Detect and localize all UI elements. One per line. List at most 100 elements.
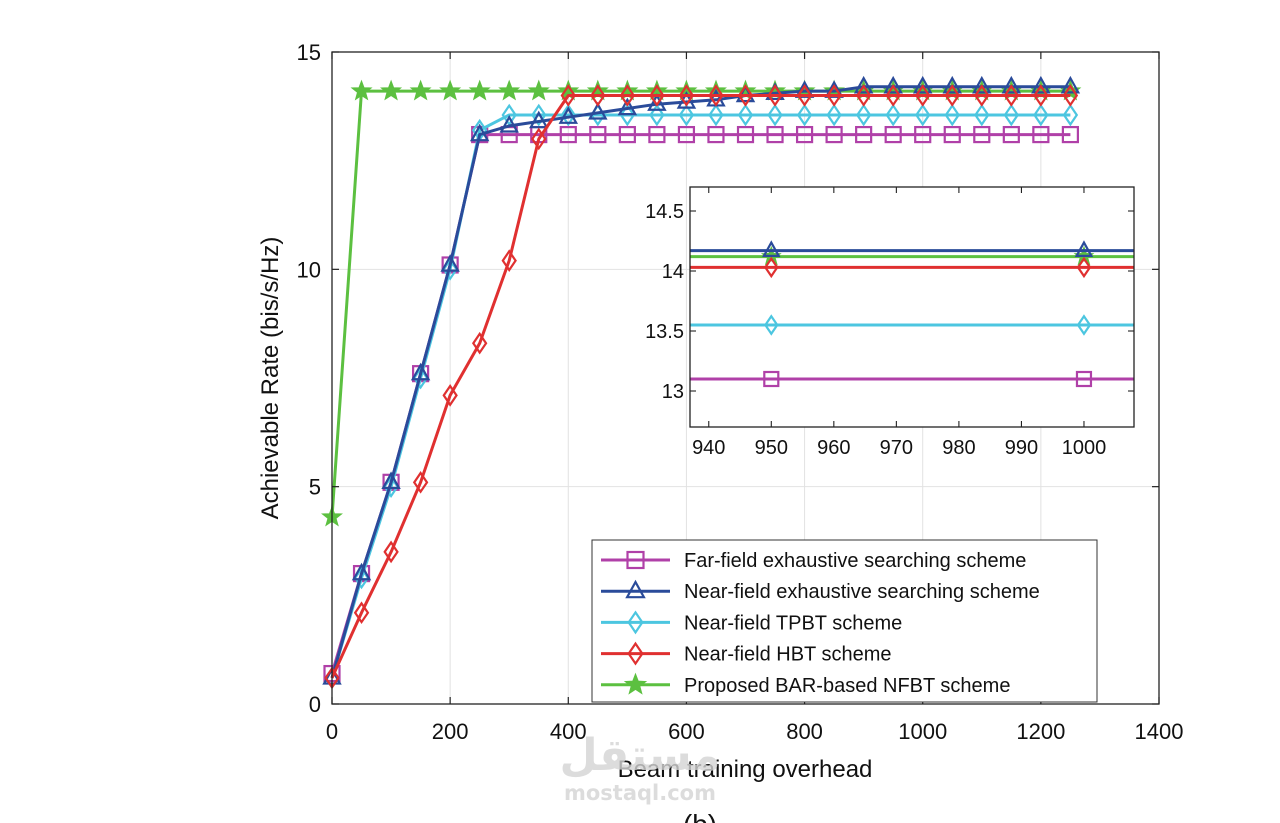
inset-series-1 xyxy=(690,240,1134,257)
series-near-field-exhaustive-searching-scheme-point xyxy=(529,110,549,129)
x-tick-label: 200 xyxy=(432,719,469,744)
series-near-field-hbt-scheme-point xyxy=(412,470,429,494)
legend: Far-field exhaustive searching scheme Nea… xyxy=(591,539,1098,703)
series-near-field-tpbt-scheme-point xyxy=(974,103,990,127)
series-proposed-bar-based-nfbt-scheme-point xyxy=(409,79,432,101)
series-proposed-bar-based-nfbt-scheme-point xyxy=(439,79,462,101)
legend-label: Near-field HBT scheme xyxy=(684,644,891,666)
series-near-field-hbt-scheme-point xyxy=(560,84,576,107)
series-far-field-exhaustive-searching-scheme-point xyxy=(825,125,843,144)
series-near-field-tpbt-scheme-point xyxy=(826,103,842,127)
series-near-field-hbt-scheme-point xyxy=(1033,84,1049,107)
inset-x-tick-label: 970 xyxy=(880,437,913,459)
inset-ticks: 940 950 960 970 980 990 1000 13 13.5 14 14.5 xyxy=(645,187,1134,459)
series-far-field-exhaustive-searching-scheme-point xyxy=(589,125,607,144)
series-far-field-exhaustive-searching-scheme-point xyxy=(736,125,755,144)
watermark-arabic: مستقل xyxy=(560,730,721,781)
series-near-field-exhaustive-searching-scheme-point xyxy=(647,93,667,111)
series-near-field-hbt-scheme-point xyxy=(619,84,636,107)
series-near-field-exhaustive-searching-scheme-point xyxy=(499,114,519,133)
legend-swatch-marker xyxy=(626,550,645,570)
inset-y-tick-label: 13 xyxy=(662,381,684,403)
watermark-latin: mostaql.com xyxy=(564,781,716,805)
series-near-field-tpbt-scheme-point xyxy=(915,103,931,127)
inset-x-tick-label: 990 xyxy=(1005,437,1038,459)
inset-x-tick-label: 950 xyxy=(755,437,788,459)
series-near-field-exhaustive-searching-scheme-point xyxy=(469,123,490,142)
inset-series-2 xyxy=(690,314,1134,336)
y-axis-label: Achievable Rate (bis/s/Hz) xyxy=(257,237,284,520)
x-tick-label: 0 xyxy=(326,719,338,744)
series-near-field-exhaustive-searching-scheme-point xyxy=(912,75,933,94)
x-axis-label: Beam training overhead xyxy=(618,756,873,783)
inset-plot: 940 950 960 970 980 990 1000 13 13.5 14 14.5 xyxy=(645,186,1135,459)
series-near-field-exhaustive-searching-scheme-point xyxy=(558,106,579,124)
series-near-field-hbt-scheme-point xyxy=(855,84,872,107)
series-near-field-hbt-scheme-point xyxy=(678,84,695,107)
series-near-field-exhaustive-searching-scheme xyxy=(322,75,1081,685)
series-far-field-exhaustive-searching-scheme-point xyxy=(884,125,902,144)
series-near-field-exhaustive-searching-scheme-point xyxy=(1031,75,1051,94)
series-proposed-bar-based-nfbt-scheme-point xyxy=(468,79,491,101)
inset-series-3-point xyxy=(1076,256,1092,279)
inset-series-1-point xyxy=(762,240,781,257)
series-near-field-hbt-scheme-point xyxy=(1003,84,1020,107)
series-near-field-hbt-scheme-point xyxy=(796,84,813,107)
series-near-field-tpbt-scheme-point xyxy=(855,103,872,127)
series-near-field-tpbt-scheme-point xyxy=(678,103,695,127)
series-near-field-tpbt-scheme-point xyxy=(560,103,576,127)
series-proposed-bar-based-nfbt-scheme-point xyxy=(527,79,550,101)
x-tick-label: 1400 xyxy=(1135,719,1184,744)
inset-series-0-point xyxy=(1075,370,1093,388)
legend-swatch-marker xyxy=(623,672,648,695)
series-near-field-tpbt-scheme-point xyxy=(619,103,636,127)
x-tick-label: 400 xyxy=(550,719,587,744)
series-near-field-hbt-scheme-point xyxy=(1062,84,1079,107)
series-near-field-hbt-scheme-point xyxy=(501,249,517,272)
legend-swatch-marker xyxy=(627,610,644,635)
series-far-field-exhaustive-searching-scheme-point xyxy=(1002,125,1020,144)
inset-series-group xyxy=(690,240,1134,388)
series-near-field-hbt-scheme-point xyxy=(915,84,931,107)
series-near-field-exhaustive-searching-scheme-point xyxy=(617,97,638,116)
x-tick-label: 1200 xyxy=(1016,719,1065,744)
legend-item-near-field-tpbt-scheme: Near-field TPBT scheme xyxy=(601,610,902,635)
series-far-field-exhaustive-searching-scheme-point xyxy=(795,125,814,144)
main-plot-frame xyxy=(331,51,1160,705)
series-near-field-tpbt-scheme-point xyxy=(708,103,724,127)
series-near-field-exhaustive-searching-scheme-point xyxy=(853,75,874,94)
series-near-field-hbt-scheme-point xyxy=(885,84,901,107)
inset-x-tick-label: 940 xyxy=(692,437,725,459)
series-near-field-exhaustive-searching-scheme-point xyxy=(735,84,756,103)
series-near-field-tpbt-scheme-point xyxy=(796,103,813,127)
series-near-field-hbt-scheme-point xyxy=(353,601,370,625)
series-far-field-exhaustive-searching-scheme-point xyxy=(973,125,991,144)
figure-caption: (b) xyxy=(683,809,717,823)
series-near-field-exhaustive-searching-scheme-point xyxy=(942,75,962,94)
series-near-field-hbt-scheme-point xyxy=(826,84,842,107)
series-proposed-bar-based-nfbt-scheme-point xyxy=(498,79,521,101)
series-near-field-tpbt-scheme-point xyxy=(1033,103,1049,127)
series-far-field-exhaustive-searching-scheme-point xyxy=(707,125,725,144)
series-near-field-hbt-scheme-point xyxy=(649,84,665,107)
y-tick-label: 10 xyxy=(297,257,321,282)
series-near-field-hbt-scheme-point xyxy=(531,127,547,151)
series-near-field-tpbt-scheme-point xyxy=(944,103,960,127)
series-near-field-tpbt-scheme-point xyxy=(737,103,754,127)
inset-series-3-point xyxy=(764,256,779,279)
series-far-field-exhaustive-searching-scheme-point xyxy=(855,125,873,144)
y-tick-label: 5 xyxy=(309,475,321,500)
series-far-field-exhaustive-searching-scheme-point xyxy=(1032,125,1050,144)
series-near-field-hbt-scheme-point xyxy=(442,384,458,407)
y-tick-label: 15 xyxy=(297,40,321,65)
series-near-field-exhaustive-searching-scheme-point xyxy=(972,75,992,94)
series-far-field-exhaustive-searching-scheme-point xyxy=(559,125,577,144)
series-near-field-exhaustive-searching-scheme-point xyxy=(1060,75,1081,94)
legend-label: Proposed BAR-based NFBT scheme xyxy=(684,675,1010,697)
inset-series-0 xyxy=(690,370,1134,388)
series-near-field-exhaustive-searching-scheme-point xyxy=(883,75,903,94)
legend-item-near-field-hbt-scheme: Near-field HBT scheme xyxy=(601,641,891,666)
series-proposed-bar-based-nfbt-scheme-point xyxy=(380,79,403,101)
series-near-field-hbt-scheme-point xyxy=(590,84,606,107)
